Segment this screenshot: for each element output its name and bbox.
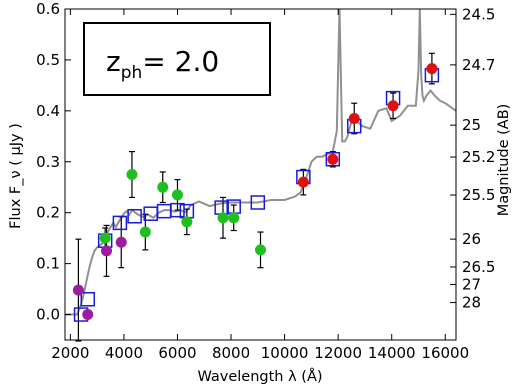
model-flux-point xyxy=(325,151,341,167)
redshift-z: z xyxy=(106,45,121,78)
y-tick-label: 0.3 xyxy=(36,153,60,171)
observed-flux-point xyxy=(181,216,193,228)
y2-tick-label: 26.5 xyxy=(462,258,495,276)
x-axis-label: Wavelength λ (Å) xyxy=(197,368,322,385)
x-tick-label: 10000 xyxy=(261,344,309,362)
x-tick-label: 6000 xyxy=(158,344,196,362)
y2-tick-label: 24.5 xyxy=(462,5,495,23)
observed-flux-point xyxy=(255,244,266,256)
observed-flux-point xyxy=(171,189,183,201)
svg-text:zph= 2.0: zph= 2.0 xyxy=(106,45,219,83)
observed-flux-point xyxy=(426,63,438,75)
y2-axis-label: Magnitude (AB) xyxy=(496,104,512,217)
plot-frame xyxy=(64,8,457,341)
model-flux-point xyxy=(170,202,185,218)
observed-flux-point xyxy=(126,169,138,180)
y-tick-label: 0.5 xyxy=(36,51,60,69)
y-tick-label: 0.0 xyxy=(36,306,60,324)
observed-flux-point xyxy=(217,212,229,224)
y2-tick-label: 28 xyxy=(462,294,481,312)
model-flux-point xyxy=(250,195,266,210)
observed-flux-point xyxy=(101,245,113,257)
observed-flux-point xyxy=(348,112,360,124)
redshift-subscript: ph xyxy=(121,63,143,83)
x-tick-label: 12000 xyxy=(314,344,362,362)
model-flux-point xyxy=(80,292,96,307)
y-tick-label: 0.2 xyxy=(36,204,60,222)
y2-tick-label: 24.7 xyxy=(462,56,495,74)
y2-tick-label: 25 xyxy=(462,116,481,134)
y2-tick-label: 25.2 xyxy=(462,148,495,166)
observed-flux-point xyxy=(99,232,111,244)
observed-flux-point xyxy=(139,226,151,238)
y-tick-label: 0.6 xyxy=(36,0,60,18)
observed-flux-point xyxy=(327,153,339,165)
y-axis-label: Flux F_ν ( μJy ) xyxy=(8,123,24,229)
x-tick-label: 16000 xyxy=(421,344,469,362)
y-tick-label: 0.1 xyxy=(36,255,60,273)
model-flux-point xyxy=(112,215,128,231)
observed-flux-point xyxy=(115,236,127,248)
observed-flux-point xyxy=(387,100,399,112)
x-tick-label: 2000 xyxy=(51,344,89,362)
axis-ticks-layer: 2000 4000 6000 8000 10000 12000 14000 16000 0.0 0… xyxy=(36,0,495,362)
observed-flux-point xyxy=(228,212,240,224)
observed-flux-point xyxy=(157,181,169,193)
observed-flux-point xyxy=(82,309,94,321)
y2-tick-label: 25.5 xyxy=(462,186,495,204)
model-flux-point xyxy=(127,209,142,224)
x-tick-label: 14000 xyxy=(368,344,416,362)
x-tick-label: 8000 xyxy=(212,344,250,362)
observed-points-layer xyxy=(72,63,438,321)
y2-tick-label: 27 xyxy=(462,276,481,294)
redshift-value: = 2.0 xyxy=(142,45,219,78)
redshift-annotation-box: zph= 2.0 xyxy=(83,22,271,96)
y2-tick-label: 26 xyxy=(462,230,481,248)
y-tick-label: 0.4 xyxy=(36,102,60,120)
observed-flux-point xyxy=(297,176,309,188)
x-tick-label: 4000 xyxy=(105,344,143,362)
observed-flux-point xyxy=(72,284,84,296)
